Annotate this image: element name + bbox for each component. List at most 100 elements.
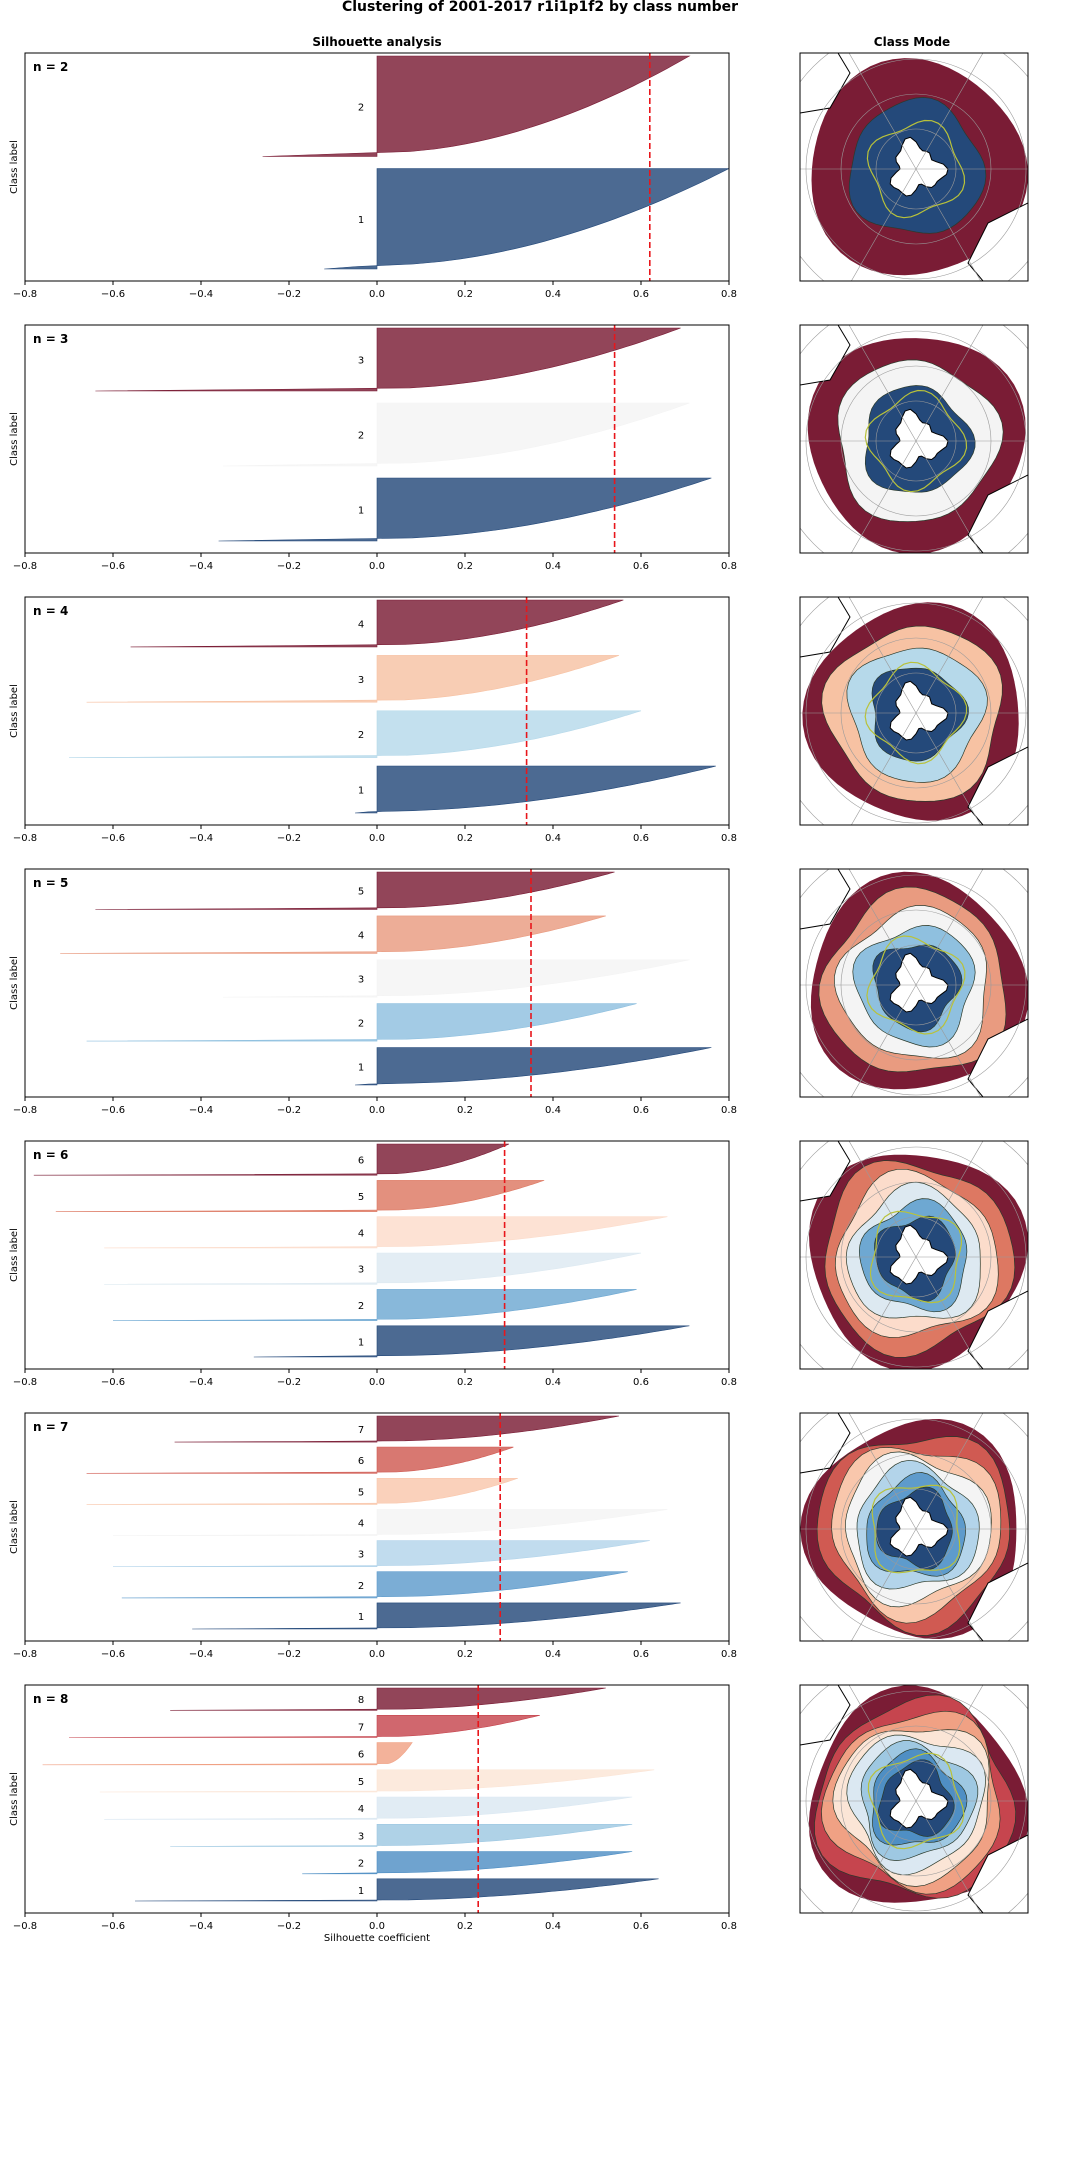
cluster-label-4: 4 [358, 1804, 364, 1815]
x-tick-label: 0.0 [369, 1377, 385, 1388]
y-axis-title: Class label [9, 684, 20, 738]
longitude-gridline [915, 869, 984, 986]
left-column-title: Silhouette analysis [312, 35, 441, 49]
x-tick-label: −0.6 [101, 1377, 125, 1388]
map-frame [799, 868, 1029, 1098]
cluster-label-2: 2 [358, 1018, 364, 1029]
silhouette-areas [86, 1415, 681, 1630]
panel-title: n = 8 [33, 1692, 68, 1706]
x-tick-label: 0.8 [721, 1921, 737, 1932]
silhouette-area-4 [60, 915, 606, 954]
cluster-label-4: 4 [358, 1228, 364, 1239]
x-tick-label: −0.4 [189, 289, 213, 300]
x-tick-label: −0.2 [277, 1921, 301, 1932]
longitude-gridline [850, 1256, 917, 1369]
x-tick-label: −0.2 [277, 1649, 301, 1660]
x-tick-label: 0.2 [457, 561, 473, 572]
x-tick-label: −0.2 [277, 1105, 301, 1116]
silhouette-areas [262, 55, 729, 270]
map-frame [799, 324, 1029, 554]
x-tick-label: −0.6 [101, 833, 125, 844]
map-frame [799, 596, 1029, 826]
silhouette-area-5 [55, 1180, 545, 1212]
panel-title: n = 3 [33, 332, 68, 346]
cluster-label-5: 5 [358, 1487, 364, 1498]
south-america-landmass [800, 597, 851, 658]
silhouette-panel: 1 2 3 4 5 6 7 8 −0.8 −0.6 −0.4 −0.2 0.0 0.2 0.4 0.6 0.8 n… [9, 1684, 737, 1932]
longitude-gridline [915, 1256, 982, 1369]
silhouette-area-1 [134, 1878, 659, 1902]
cluster-label-5: 5 [358, 1777, 364, 1788]
longitude-gridline [915, 1685, 984, 1802]
map-frame [799, 1412, 1029, 1642]
silhouette-panel: 1 2 −0.8 −0.6 −0.4 −0.2 0.0 0.2 0.4 0.6 0.8 n = 2 Cl… [9, 52, 737, 300]
x-tick-label: 0.0 [369, 1649, 385, 1660]
silhouette-area-3 [170, 1824, 633, 1847]
silhouette-area-2 [121, 1571, 628, 1599]
x-tick-label: −0.2 [277, 289, 301, 300]
longitude-gridline [915, 1413, 984, 1530]
x-tick-label: 0.6 [633, 289, 649, 300]
class-mode-map [799, 1684, 1029, 1914]
x-axis-title: Silhouette coefficient [324, 1933, 430, 1944]
cluster-label-1: 1 [358, 506, 364, 517]
x-tick-label: 0.2 [457, 289, 473, 300]
cluster-label-6: 6 [358, 1456, 364, 1467]
silhouette-area-2 [262, 55, 691, 157]
x-tick-label: −0.4 [189, 561, 213, 572]
cluster-label-5: 5 [358, 1192, 364, 1203]
x-tick-label: −0.6 [101, 1921, 125, 1932]
silhouette-area-4 [130, 599, 624, 648]
cluster-label-1: 1 [358, 1062, 364, 1073]
silhouette-area-5 [95, 871, 615, 910]
x-tick-label: −0.8 [13, 1105, 37, 1116]
x-tick-label: −0.2 [277, 561, 301, 572]
silhouette-area-2 [302, 1851, 633, 1875]
longitude-gridline [915, 1800, 982, 1913]
x-tick-label: 0.6 [633, 833, 649, 844]
cluster-label-7: 7 [358, 1722, 364, 1733]
y-axis-title: Class label [9, 1500, 20, 1554]
x-tick-label: 0.4 [545, 1377, 561, 1388]
longitude-gridline [850, 1800, 917, 1913]
silhouette-panel: 1 2 3 4 −0.8 −0.6 −0.4 −0.2 0.0 0.2 0.4 0.6 0.8 n = 4… [9, 596, 737, 844]
y-axis-title: Class label [9, 1228, 20, 1282]
x-tick-label: −0.8 [13, 561, 37, 572]
x-tick-label: 0.4 [545, 833, 561, 844]
y-axis-title: Class label [9, 956, 20, 1010]
map-frame [799, 52, 1029, 282]
silhouette-area-2 [68, 710, 642, 758]
class-mode-map [799, 596, 1029, 826]
longitude-gridline [915, 53, 984, 170]
cluster-label-2: 2 [358, 1301, 364, 1312]
silhouette-area-1 [192, 1602, 681, 1630]
cluster-label-1: 1 [358, 1886, 364, 1897]
x-tick-label: 0.6 [633, 1649, 649, 1660]
panel-title: n = 6 [33, 1148, 68, 1162]
longitude-gridline [850, 1528, 917, 1641]
longitude-gridline [850, 984, 917, 1097]
silhouette-area-1 [218, 477, 712, 542]
cluster-label-5: 5 [358, 887, 364, 898]
cluster-label-3: 3 [358, 1550, 364, 1561]
silhouette-area-6 [86, 1446, 514, 1474]
x-tick-label: −0.4 [189, 1377, 213, 1388]
class-mode-map [799, 1412, 1029, 1642]
longitude-gridline [850, 712, 917, 825]
map-frame [799, 1684, 1029, 1914]
x-tick-label: −0.8 [13, 833, 37, 844]
figure-suptitle: Clustering of 2001-2017 r1i1p1f2 by clas… [342, 0, 738, 15]
cluster-label-1: 1 [358, 1612, 364, 1623]
longitude-gridline [915, 168, 982, 281]
silhouette-areas [33, 1143, 690, 1358]
south-america-landmass [800, 53, 851, 114]
cluster-label-7: 7 [358, 1425, 364, 1436]
x-tick-label: 0.0 [369, 1105, 385, 1116]
x-tick-label: 0.4 [545, 561, 561, 572]
silhouette-area-5 [86, 1478, 518, 1505]
x-tick-label: 0.8 [721, 833, 737, 844]
cluster-label-1: 1 [358, 1337, 364, 1348]
x-tick-label: −0.6 [101, 1649, 125, 1660]
x-tick-label: −0.4 [189, 1105, 213, 1116]
